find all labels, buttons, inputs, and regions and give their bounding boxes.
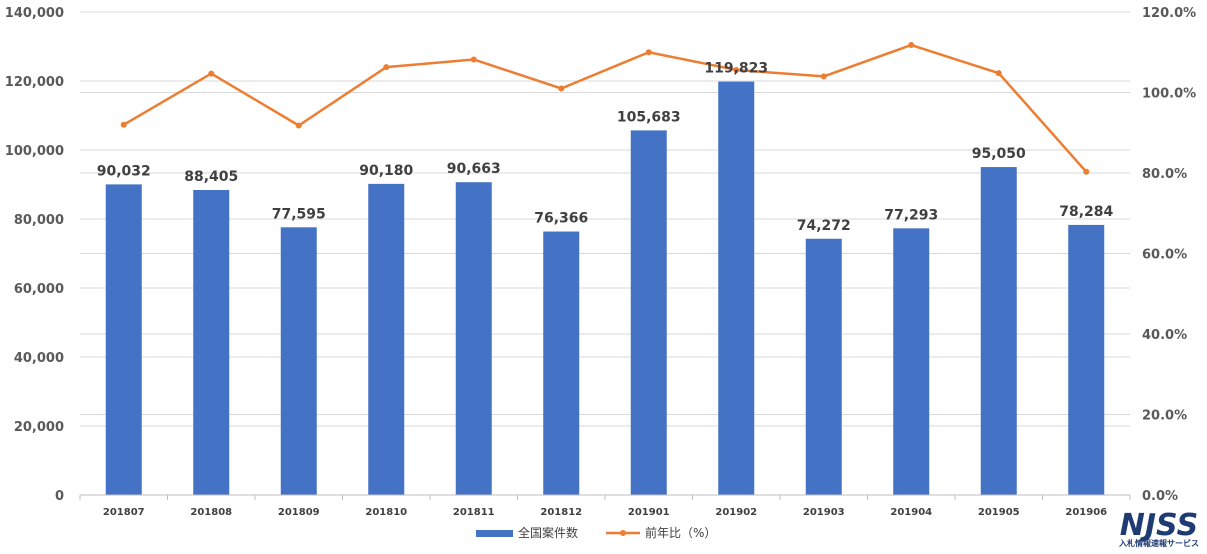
- bar: [368, 183, 405, 495]
- x-tick-label: 201905: [978, 507, 1020, 518]
- y-right-tick-label: 120.0%: [1142, 6, 1196, 21]
- line-point: [733, 66, 740, 73]
- bar-value-label: 105,683: [617, 109, 681, 125]
- bar-value-label: 76,366: [534, 211, 588, 227]
- bar: [630, 130, 667, 495]
- line-point: [120, 121, 127, 128]
- x-tick-label: 201902: [715, 507, 757, 518]
- y-right-tick-label: 0.0%: [1142, 489, 1178, 504]
- axes: 0 20,000 40,000 60,000 80,000 100,000 120,000 1…: [5, 6, 1196, 518]
- bar-value-label: 90,663: [447, 161, 501, 177]
- x-tick-label: 201904: [890, 507, 932, 518]
- y-left-tick-label: 0: [55, 489, 64, 504]
- x-tick-label: 201903: [803, 507, 845, 518]
- bar-value-label: 78,284: [1059, 204, 1113, 220]
- y-left-tick-label: 120,000: [5, 75, 64, 90]
- bar: [105, 184, 142, 496]
- gridlines: [80, 11, 1130, 496]
- x-tick-label: 201807: [103, 507, 145, 518]
- line-point: [470, 56, 477, 63]
- bar-value-label: 95,050: [972, 146, 1026, 162]
- line-point: [820, 73, 827, 80]
- y-left-tick-label: 140,000: [5, 6, 64, 21]
- bar-value-label: 90,180: [359, 163, 413, 179]
- line-path: [123, 43, 1088, 173]
- x-tick-label: 201811: [453, 507, 495, 518]
- bar-value-label: 74,272: [797, 218, 851, 234]
- x-tick-label: 201901: [628, 507, 670, 518]
- bar-value-label: 88,405: [184, 169, 238, 185]
- legend-bar-swatch: [476, 530, 513, 537]
- y-right-tick-label: 40.0%: [1142, 328, 1187, 343]
- logo-subtitle: 入札情報速報サービス: [1118, 538, 1199, 548]
- line-point: [1083, 168, 1090, 175]
- bar: [455, 182, 492, 495]
- bar: [280, 227, 317, 496]
- bar: [805, 238, 842, 495]
- x-tick-label: 201809: [278, 507, 320, 518]
- legend-bar-label: 全国案件数: [518, 525, 578, 540]
- bar-value-label: 119,823: [704, 61, 768, 77]
- bar-value-label: 77,595: [272, 206, 326, 222]
- legend-line-marker: [620, 530, 626, 536]
- bar: [893, 228, 930, 495]
- x-tick-label: 201808: [190, 507, 232, 518]
- line-series: [120, 42, 1090, 175]
- logo-mark: NJSS: [1120, 508, 1198, 543]
- y-right-tick-label: 60.0%: [1142, 248, 1187, 263]
- bar-value-label: 90,032: [97, 163, 151, 179]
- y-left-tick-label: 60,000: [14, 282, 64, 297]
- bar: [193, 190, 230, 495]
- njss-logo: NJSS 入札情報速報サービス: [1118, 508, 1199, 548]
- bar-value-label: 77,293: [884, 207, 938, 223]
- y-right-tick-label: 20.0%: [1142, 409, 1187, 424]
- line-point: [383, 64, 390, 71]
- line-point: [295, 122, 302, 129]
- y-left-tick-label: 100,000: [5, 144, 64, 159]
- line-point: [558, 85, 565, 92]
- bar: [543, 231, 580, 495]
- legend-line-label: 前年比（%）: [645, 525, 716, 540]
- y-left-tick-label: 20,000: [14, 420, 64, 435]
- x-tick-label: 201906: [1065, 507, 1107, 518]
- legend: 全国案件数 前年比（%）: [476, 525, 716, 540]
- y-left-tick-label: 40,000: [14, 351, 64, 366]
- line-point: [995, 70, 1002, 77]
- bar: [1068, 224, 1105, 495]
- line-point: [645, 49, 652, 56]
- bar: [718, 81, 755, 495]
- x-tick-label: 201812: [540, 507, 582, 518]
- data-labels: 90,032 88,405 77,595 90,180 90,663 76,366 105,…: [97, 61, 1114, 234]
- y-left-tick-label: 80,000: [14, 213, 64, 228]
- x-tick-label: 201810: [365, 507, 407, 518]
- y-right-tick-label: 80.0%: [1142, 167, 1187, 182]
- bar-series: [105, 81, 1105, 496]
- bar: [980, 167, 1017, 495]
- y-right-tick-label: 100.0%: [1142, 87, 1196, 102]
- line-point: [208, 70, 215, 77]
- line-point: [908, 42, 915, 49]
